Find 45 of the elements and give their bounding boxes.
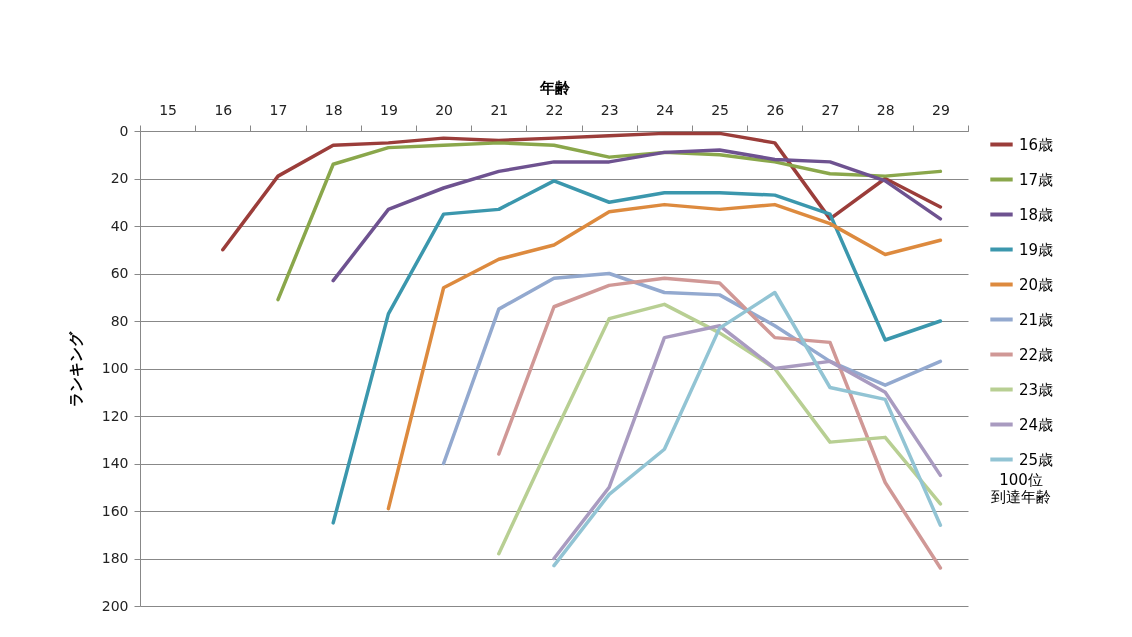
legend-label: 23歳 bbox=[1019, 380, 1054, 399]
line-series bbox=[331, 148, 943, 283]
y-tick-label: 140 bbox=[101, 455, 129, 471]
legend-label: 25歳 bbox=[1019, 450, 1054, 469]
line-series bbox=[331, 179, 943, 525]
legend-label: 19歳 bbox=[1019, 240, 1054, 259]
legend-label: 21歳 bbox=[1019, 310, 1054, 329]
y-tick-label: 160 bbox=[101, 502, 129, 519]
x-tick-label: 28 bbox=[876, 101, 895, 118]
x-tick-label: 22 bbox=[545, 101, 564, 118]
x-tick-label: 24 bbox=[655, 101, 674, 118]
y-tick-label: 60 bbox=[110, 265, 129, 281]
legend-label: 20歳 bbox=[1019, 275, 1054, 294]
x-tick-label: 27 bbox=[821, 101, 840, 118]
y-tick-label: 180 bbox=[101, 550, 129, 566]
x-tick-label: 17 bbox=[269, 101, 288, 118]
legend-label: 17歳 bbox=[1019, 170, 1054, 189]
x-tick-label: 25 bbox=[711, 101, 730, 118]
x-tick-label: 20 bbox=[435, 101, 454, 118]
y-tick-label: 80 bbox=[110, 312, 129, 329]
y-tick-label: 120 bbox=[101, 407, 129, 424]
y-tick-label: 20 bbox=[110, 170, 129, 186]
legend-label: 16歳 bbox=[1019, 135, 1054, 154]
legend-label: 18歳 bbox=[1019, 205, 1054, 224]
x-tick-label: 26 bbox=[766, 101, 785, 118]
x-tick-label: 23 bbox=[600, 101, 619, 118]
legend-title: 100位到達年齢 bbox=[991, 471, 1051, 506]
line-series bbox=[221, 131, 943, 252]
x-tick-label: 15 bbox=[159, 101, 178, 118]
x-tick-label: 18 bbox=[324, 101, 343, 118]
x-axis-title: 年齢 bbox=[538, 78, 571, 97]
y-tick-label: 200 bbox=[101, 597, 129, 614]
line-series bbox=[441, 271, 943, 466]
y-tick-label: 40 bbox=[110, 217, 129, 234]
y-axis-title: ランキング bbox=[66, 330, 85, 407]
y-tick-label: 100 bbox=[101, 360, 129, 376]
x-tick-label: 16 bbox=[214, 101, 233, 118]
line-series bbox=[386, 202, 943, 511]
y-tick-label: 0 bbox=[119, 122, 129, 139]
legend-label: 22歳 bbox=[1019, 345, 1054, 364]
legend-label: 24歳 bbox=[1019, 415, 1054, 434]
x-tick-label: 19 bbox=[379, 101, 398, 118]
x-tick-label: 21 bbox=[490, 101, 509, 118]
x-tick-label: 29 bbox=[931, 101, 950, 118]
line-series bbox=[276, 141, 943, 302]
